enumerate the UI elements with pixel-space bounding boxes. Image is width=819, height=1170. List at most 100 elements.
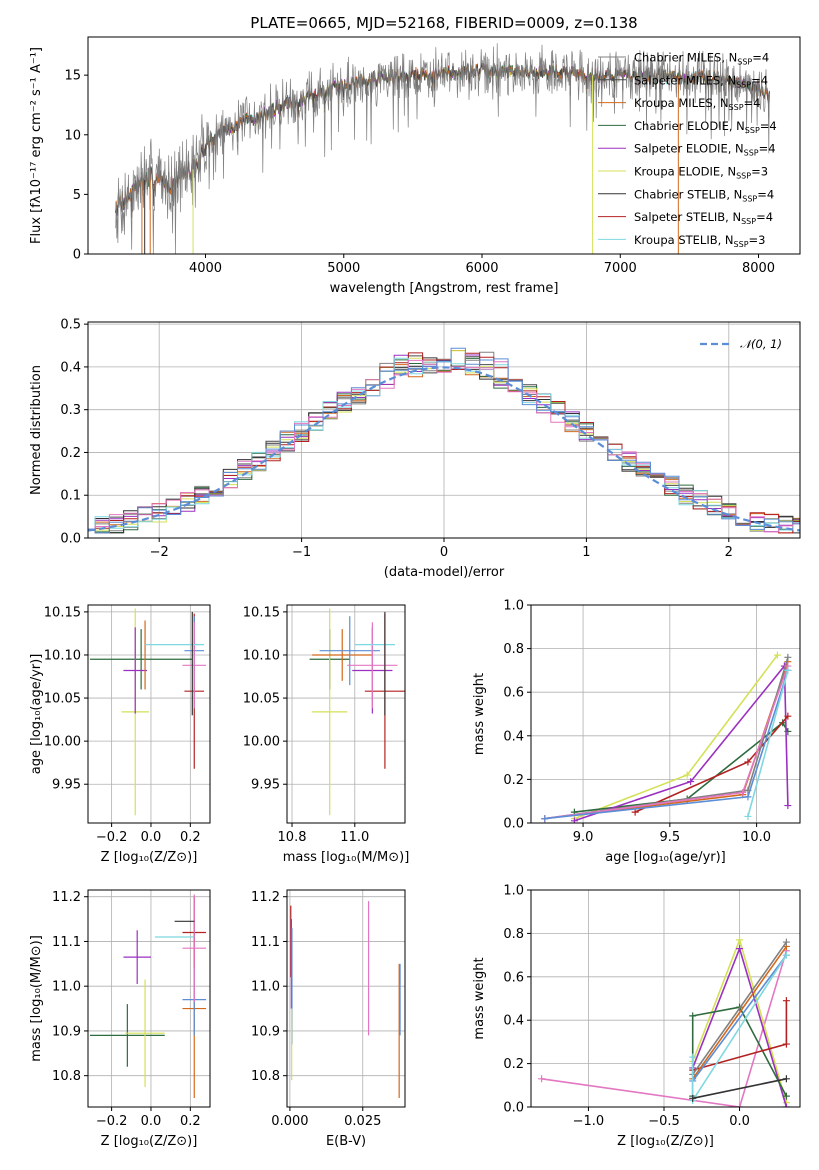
legend-label-4: Salpeter ELODIE, NSSP=4 [634,142,776,158]
age_vs_Z-point-2 [123,627,148,714]
mass_weight_vs_age-panel: 9.0 9.5 10.0 0.0 0.2 0.4 0.6 0.8 1.0 age [log₁₀(a… [472,599,801,865]
mass_weight_vs_age-marker-0-1 [683,771,691,779]
mass_weight_vs_age-marker-3-1 [744,758,752,766]
mass_weight_vs_Z-ytick-label-5: 1.0 [503,884,524,899]
mass_weight_vs_age-ytick-label-4: 0.8 [503,642,524,657]
residuals-ytick-label-2: 0.2 [60,446,81,461]
mass_vs_ebv-panel: 0.000 0.025 10.8 10.9 11.0 11.1 11.2 E(B-V) [251,889,406,1149]
residuals-xlabel: (data-model)/error [384,565,505,580]
age_vs_mass-ytick-label-0: 9.95 [251,778,280,793]
age_vs_Z-ylabel: age [log₁₀(age/yr)] [29,654,44,775]
mass_vs_Z-xtick-label-2: 0.2 [180,1114,201,1129]
age_vs_Z-ytick-label-3: 10.10 [44,648,81,663]
mass_weight_vs_Z-ticks: −1.0 −0.5 0.0 0.0 0.2 0.4 0.6 0.8 1.0 [503,884,750,1130]
age_vs_mass-points [309,608,405,816]
mass_vs_ebv-xtick-label-0: 0.000 [271,1114,308,1129]
spectrum-xtick-label-1: 5000 [327,261,360,276]
mass_weight_vs_age-ylabel: mass weight [472,673,487,755]
mass_weight_vs_Z-marker-4-1 [782,1040,790,1048]
mass_vs_Z-panel: −0.2 0.0 0.2 10.8 10.9 11.0 11.1 11.2 Z [log₁₀(Z… [29,889,211,1149]
mass_weight_vs_Z-ytick-label-2: 0.4 [503,1014,524,1029]
legend-label-2: Kroupa MILES, NSSP=4 [634,96,760,112]
age_vs_mass-xtick-label-1: 11.0 [340,830,369,845]
mass_weight_vs_Z-marker-6-1 [782,938,790,946]
mass_weight_vs_Z-marker-9-0 [689,1094,697,1102]
residual-hist-9 [88,359,800,533]
mass_vs_Z-xtick-label-1: 0.0 [141,1114,162,1129]
residuals-panel: −2 −1 0 1 2 0.0 0.1 0.2 0.3 0.4 0.5 (data-model)/er… [29,318,801,580]
mass_weight_vs_age-xlabel: age [log₁₀(age/yr)] [605,850,726,865]
residuals-xtick-label-2: 0 [440,545,448,560]
mass_weight_vs_Z-marker-0-0 [538,1075,546,1083]
mass_weight_vs_Z-frame [530,889,801,1108]
age_vs_Z-point-0 [89,629,193,690]
legend-label-1: Salpeter MILES, NSSP=4 [634,73,768,89]
age_vs_Z-panel: −0.2 0.0 0.2 9.95 10.00 10.05 10.10 10.15 Z [log… [29,604,211,865]
age_vs_mass-ticks: 10.8 11.0 9.95 10.00 10.05 10.10 10.15 [243,605,369,845]
mass_weight_vs_Z-ytick-label-0: 0.0 [503,1101,524,1116]
age_vs_Z-xtick-label-2: 0.2 [180,830,201,845]
residual-histograms [88,347,800,534]
spectrum-xtick-label-2: 6000 [465,261,498,276]
mass_vs_ebv-xlabel: E(B-V) [326,1134,366,1149]
mass_weight_vs_age-marker-5-2 [784,653,792,661]
mass_weight_vs_Z-marker-9-1 [782,1075,790,1083]
mass_weight_vs_age-marker-2-1 [687,778,695,786]
spectrum-panel: 4000 5000 6000 7000 8000 0 5 10 15 wavelength [An… [29,36,801,296]
mass_weight_vs_Z-series-9 [689,1075,790,1102]
mass_vs_Z-frame [87,889,211,1108]
mass_weight_vs_Z-lines [538,936,790,1107]
spectrum-xlabel: wavelength [Angstrom, rest frame] [330,281,559,296]
age_vs_mass-xtick-label-0: 10.8 [278,830,307,845]
age_vs_mass-point-6 [347,622,398,709]
gaussian-curve [88,366,800,532]
mass_vs_ebv-xtick-label-1: 0.025 [344,1114,381,1129]
mass_weight_vs_age-series-8 [744,666,792,820]
age_vs_Z-point-6 [182,622,207,709]
mass_weight_vs_Z-ylabel: mass weight [472,957,487,1039]
figure-title: PLATE=0665, MJD=52168, FIBERID=0009, z=0… [250,14,637,32]
mass_weight_vs_Z-marker-8-2 [782,951,790,959]
mass_weight_vs_age-series-7 [541,666,792,823]
mass_vs_Z-ytick-label-2: 11.0 [52,980,81,995]
mass_vs_ebv-ticks: 0.000 0.025 10.8 10.9 11.0 11.1 11.2 [251,890,381,1129]
age_vs_mass-ytick-label-4: 10.15 [243,605,280,620]
mass_weight_vs_Z-xlabel: Z [log₁₀(Z/Z⊙)] [617,1134,714,1149]
residuals-ticks: −2 −1 0 1 2 0.0 0.1 0.2 0.3 0.4 0.5 [60,318,733,560]
gaussian-legend-label: 𝒩(0, 1) [740,337,782,351]
residuals-legend: 𝒩(0, 1) [700,337,782,351]
spectrum-lines [115,43,770,254]
age_vs_Z-ytick-label-0: 9.95 [52,778,81,793]
legend-label-3: Chabrier ELODIE, NSSP=4 [634,119,777,135]
residuals-xtick-label-3: 1 [582,545,590,560]
mass_weight_vs_Z-xtick-label-2: 0.0 [729,1114,750,1129]
spectrum-ytick-label-3: 15 [64,69,81,84]
age_vs_Z-points [89,608,207,816]
mass_weight_vs_Z-xtick-label-0: −1.0 [573,1114,605,1129]
mass_weight_vs_Z-marker-2-1 [736,945,744,953]
age_vs_mass-point-1 [312,608,348,816]
residuals-xtick-label-4: 2 [725,545,733,560]
age_vs_mass-ytick-label-1: 10.00 [243,735,280,750]
mass_vs_ebv-points [290,901,401,1099]
mass_weight_vs_Z-ytick-label-3: 0.6 [503,970,524,985]
mass_weight_vs_age-marker-3-2 [784,712,792,720]
mass_vs_Z-ticks: −0.2 0.0 0.2 10.8 10.9 11.0 11.1 11.2 [52,890,201,1129]
mass_weight_vs_age-xtick-label-0: 9.0 [573,830,594,845]
mass_vs_Z-ytick-label-4: 11.2 [52,890,81,905]
mass_vs_Z-ytick-label-3: 11.1 [52,935,81,950]
mass_vs_Z-ytick-label-0: 10.8 [52,1069,81,1084]
mass_weight_vs_age-marker-0-2 [773,651,781,659]
spectrum-series-0 [115,43,770,254]
age_vs_Z-xtick-label-1: 0.0 [141,830,162,845]
age_vs_mass-frame [286,604,406,824]
residuals-ytick-label-5: 0.5 [60,318,81,333]
spectrum-xtick-label-4: 8000 [742,261,775,276]
mass_vs_ebv-ytick-label-0: 10.8 [251,1069,280,1084]
age_vs_mass-point-3 [312,629,373,681]
mass_vs_Z-point-2 [123,930,151,984]
mass_vs_ebv-frame [286,889,406,1108]
mass_weight_vs_Z-marker-8-0 [689,1053,697,1061]
mass_vs_Z-xtick-label-0: −0.2 [96,1114,128,1129]
